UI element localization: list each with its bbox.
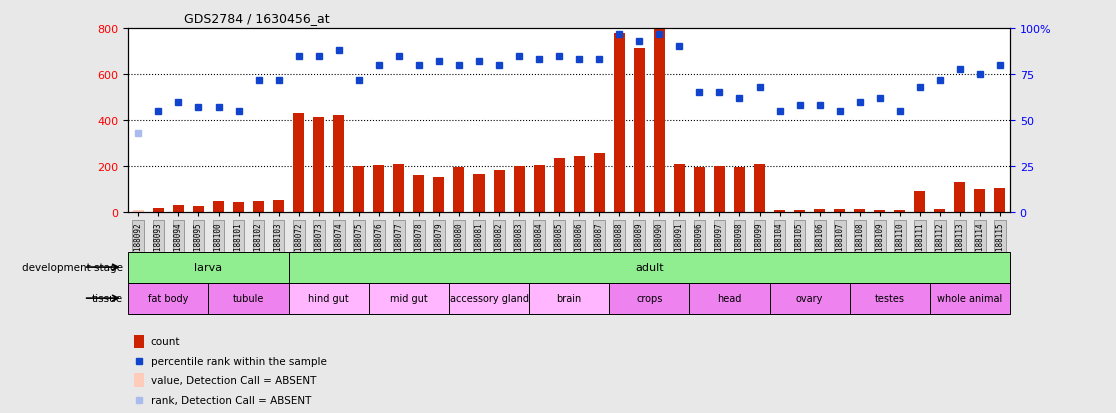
Bar (413, 176, 424, 213)
Bar (770, 283, 849, 314)
Bar (533, 166, 545, 213)
Bar (294, 114, 305, 213)
Bar (914, 192, 925, 213)
Bar (493, 170, 504, 213)
Text: development stage: development stage (21, 262, 123, 273)
Bar (289, 252, 1010, 283)
Bar (314, 117, 325, 213)
Bar (128, 252, 289, 283)
Bar (133, 211, 144, 213)
Bar (354, 167, 364, 213)
Bar (654, 29, 665, 213)
Bar (289, 283, 368, 314)
Text: head: head (718, 293, 742, 304)
Bar (574, 157, 585, 213)
Bar (393, 164, 404, 213)
Text: larva: larva (194, 262, 222, 273)
Bar (433, 177, 444, 213)
Bar (754, 164, 766, 213)
Text: tubule: tubule (233, 293, 264, 304)
Text: percentile rank within the sample: percentile rank within the sample (151, 356, 327, 366)
Bar (834, 210, 845, 213)
Bar (849, 283, 930, 314)
Bar (974, 190, 985, 213)
Bar (954, 183, 965, 213)
Bar (994, 189, 1006, 213)
Bar (930, 283, 1010, 314)
Bar (213, 201, 224, 213)
Bar (373, 166, 384, 213)
Bar (775, 210, 785, 213)
Bar (134, 373, 144, 387)
Bar (529, 283, 609, 314)
Bar (609, 283, 690, 314)
Bar (209, 283, 289, 314)
Text: ovary: ovary (796, 293, 824, 304)
Text: testes: testes (875, 293, 905, 304)
Text: hind gut: hind gut (308, 293, 349, 304)
Bar (714, 167, 725, 213)
Bar (128, 283, 209, 314)
Bar (193, 207, 204, 213)
Text: rank, Detection Call = ABSENT: rank, Detection Call = ABSENT (151, 394, 311, 404)
Text: fat body: fat body (148, 293, 189, 304)
Bar (449, 283, 529, 314)
Bar (814, 209, 825, 213)
Bar (554, 159, 565, 213)
Text: whole animal: whole animal (937, 293, 1002, 304)
Bar (690, 283, 770, 314)
Bar (473, 175, 484, 213)
Bar (874, 210, 885, 213)
Text: crops: crops (636, 293, 663, 304)
Bar (173, 206, 184, 213)
Bar (674, 164, 685, 213)
Bar (153, 208, 164, 213)
Bar (734, 168, 745, 213)
Text: count: count (151, 337, 180, 347)
Bar (253, 201, 264, 213)
Text: GDS2784 / 1630456_at: GDS2784 / 1630456_at (184, 12, 329, 25)
Text: adult: adult (635, 262, 664, 273)
Bar (594, 154, 605, 213)
Bar (894, 210, 905, 213)
Bar (334, 116, 344, 213)
Bar (368, 283, 449, 314)
Bar (513, 167, 525, 213)
Bar (134, 335, 144, 348)
Bar (634, 48, 645, 213)
Bar (854, 210, 865, 213)
Bar (273, 200, 285, 213)
Bar (453, 168, 464, 213)
Text: value, Detection Call = ABSENT: value, Detection Call = ABSENT (151, 375, 316, 385)
Bar (233, 202, 244, 213)
Bar (614, 33, 625, 213)
Text: mid gut: mid gut (389, 293, 427, 304)
Text: brain: brain (557, 293, 581, 304)
Bar (795, 210, 805, 213)
Text: tissue: tissue (92, 293, 123, 304)
Bar (694, 168, 705, 213)
Text: accessory gland: accessory gland (450, 293, 529, 304)
Bar (934, 209, 945, 213)
